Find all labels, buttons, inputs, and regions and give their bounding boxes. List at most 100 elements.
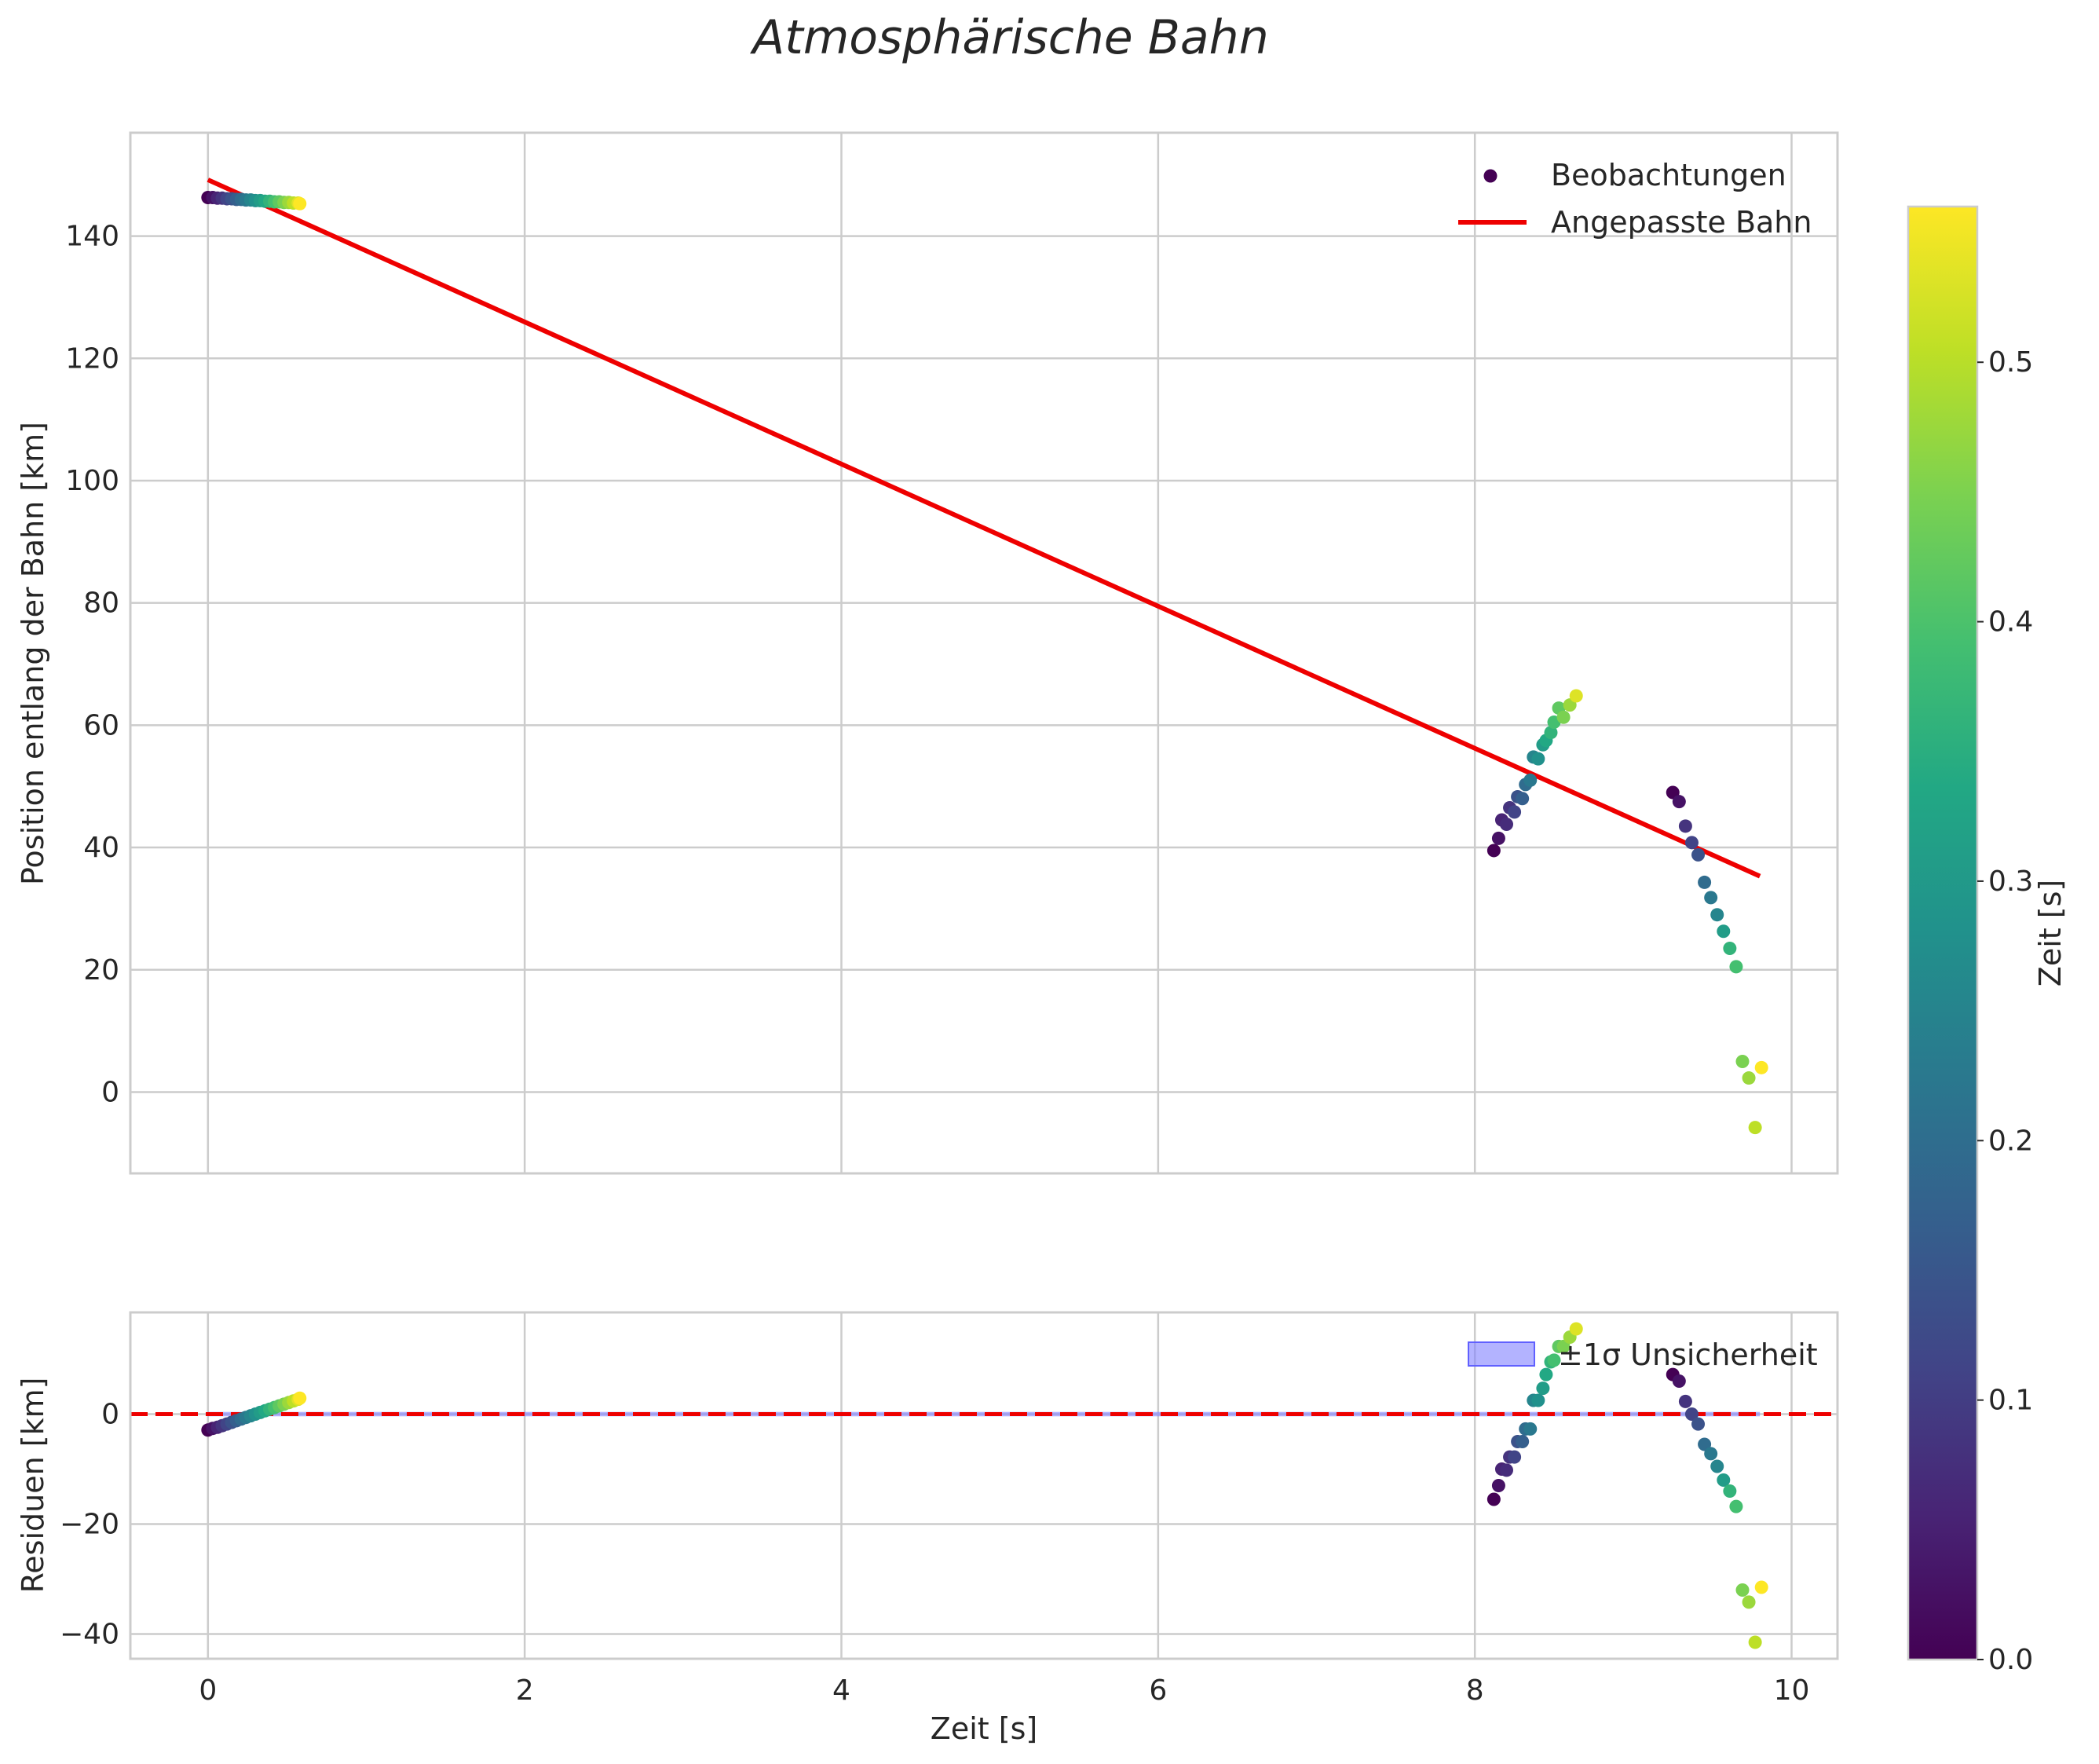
bottom-axes: −40 −20 0 0 2 4 6 8 10 Residuen [km] Zeit [s] ±… xyxy=(16,1311,1839,1746)
residual-point xyxy=(1723,1484,1737,1498)
observation-point xyxy=(1754,1060,1768,1074)
observation-point xyxy=(1486,844,1501,858)
x-tick-label: 2 xyxy=(516,1674,534,1707)
colorbar-tick-label: 0.4 xyxy=(1988,606,2033,639)
bottom-y-axis-label: Residuen [km] xyxy=(16,1378,50,1594)
residual-point xyxy=(1523,1422,1538,1436)
residual-point xyxy=(1500,1463,1514,1477)
bottom-band-layer xyxy=(207,1411,1761,1417)
residual-point xyxy=(1735,1583,1750,1597)
y-tick-label: 120 xyxy=(65,342,119,375)
y-tick-label: 0 xyxy=(101,1399,119,1431)
residual-point xyxy=(1691,1417,1706,1431)
uncertainty-band xyxy=(207,1411,1761,1417)
x-axis-label: Zeit [s] xyxy=(931,1711,1037,1746)
observation-point xyxy=(1569,689,1583,703)
residual-point xyxy=(1754,1580,1768,1594)
top-legend: Beobachtungen Angepasste Bahn xyxy=(1458,158,1812,240)
observation-point xyxy=(1672,795,1686,809)
observation-point xyxy=(1704,891,1718,905)
residual-point xyxy=(1531,1393,1545,1407)
residual-point xyxy=(1491,1479,1505,1492)
residual-point xyxy=(1698,1437,1712,1451)
residual-point xyxy=(1710,1459,1724,1473)
observation-point xyxy=(1735,1055,1750,1069)
observation-point xyxy=(1717,924,1731,939)
observation-point xyxy=(1710,908,1724,922)
residual-point xyxy=(1704,1447,1718,1461)
residual-point xyxy=(1508,1450,1522,1464)
observation-point xyxy=(1684,836,1699,850)
y-tick-label: 80 xyxy=(83,587,119,620)
y-tick-label: −40 xyxy=(60,1619,119,1651)
residual-point xyxy=(1516,1435,1530,1448)
bottom-y-ticks: −40 −20 0 xyxy=(60,1399,119,1651)
colorbar-gradient xyxy=(1907,205,1979,1661)
y-tick-label: 20 xyxy=(83,954,119,986)
x-tick-label: 6 xyxy=(1149,1674,1167,1707)
residual-point xyxy=(1547,1353,1561,1367)
residual-point xyxy=(1539,1367,1553,1382)
y-tick-label: −20 xyxy=(60,1509,119,1541)
residual-point xyxy=(1672,1374,1686,1388)
top-line-layer xyxy=(207,177,1761,879)
x-tick-label: 0 xyxy=(199,1674,217,1707)
x-tick-label: 4 xyxy=(832,1674,850,1707)
observation-point xyxy=(1500,817,1514,831)
observation-point xyxy=(1678,819,1692,833)
observation-point xyxy=(1742,1071,1756,1085)
residual-point xyxy=(1569,1322,1583,1336)
bottom-x-ticks: 0 2 4 6 8 10 xyxy=(199,1674,1809,1707)
observation-point xyxy=(1698,875,1712,889)
observation-point xyxy=(1729,960,1743,974)
residual-point xyxy=(1729,1499,1743,1513)
residual-point xyxy=(1536,1382,1550,1396)
observation-point xyxy=(1516,792,1530,806)
observation-point xyxy=(1523,773,1538,787)
fitted-trajectory-line xyxy=(207,177,1761,879)
x-tick-label: 10 xyxy=(1774,1674,1810,1707)
legend-label-beobachtungen: Beobachtungen xyxy=(1551,158,1786,192)
y-tick-label: 0 xyxy=(101,1076,119,1108)
y-tick-label: 100 xyxy=(65,465,119,497)
observation-point xyxy=(1691,847,1706,862)
observation-point xyxy=(293,196,307,210)
observation-point xyxy=(1748,1121,1762,1135)
colorbar-tick-label: 0.0 xyxy=(1988,1644,2033,1676)
observation-point xyxy=(1491,831,1505,845)
legend-label-angepasste-bahn: Angepasste Bahn xyxy=(1551,205,1812,240)
colorbar: 0.0 0.1 0.2 0.3 0.4 0.5 Zeit [s] xyxy=(1907,205,2068,1676)
residual-point xyxy=(1748,1635,1762,1649)
top-axes-frame xyxy=(129,131,1839,1175)
colorbar-ticks: 0.0 0.1 0.2 0.3 0.4 0.5 xyxy=(1977,346,2033,1676)
colorbar-tick-label: 0.3 xyxy=(1988,866,2033,898)
colorbar-tick-label: 0.2 xyxy=(1988,1125,2033,1157)
observation-point xyxy=(1544,726,1558,740)
legend-marker-uncertainty xyxy=(1468,1341,1535,1367)
residual-point xyxy=(1717,1473,1731,1487)
observation-point xyxy=(1723,942,1737,956)
legend-marker-beobachtungen xyxy=(1483,169,1497,183)
residual-point xyxy=(1556,1339,1571,1353)
bottom-axes-frame xyxy=(129,1311,1839,1660)
top-y-ticks: 0 20 40 60 80 100 120 140 xyxy=(65,221,119,1109)
colorbar-label: Zeit [s] xyxy=(2033,880,2068,986)
observation-point xyxy=(1531,752,1545,766)
top-axes: 0 20 40 60 80 100 120 140 Position entlang der … xyxy=(16,131,1839,1175)
y-tick-label: 140 xyxy=(65,221,119,253)
colorbar-tick-label: 0.5 xyxy=(1988,346,2033,379)
x-tick-label: 8 xyxy=(1466,1674,1484,1707)
residual-point xyxy=(1678,1394,1692,1408)
y-tick-label: 60 xyxy=(83,709,119,741)
chart-title: Atmosphärische Bahn xyxy=(749,10,1268,65)
residual-point xyxy=(1486,1492,1501,1506)
top-gridlines xyxy=(130,133,1838,1173)
residual-point xyxy=(293,1391,307,1405)
residual-point xyxy=(1684,1407,1699,1421)
y-tick-label: 40 xyxy=(83,832,119,864)
residual-point xyxy=(1742,1595,1756,1609)
legend-label-uncertainty: ±1σ Unsicherheit xyxy=(1558,1338,1818,1372)
top-y-axis-label: Position entlang der Bahn [km] xyxy=(16,422,50,885)
bottom-points-layer xyxy=(201,1322,1768,1649)
